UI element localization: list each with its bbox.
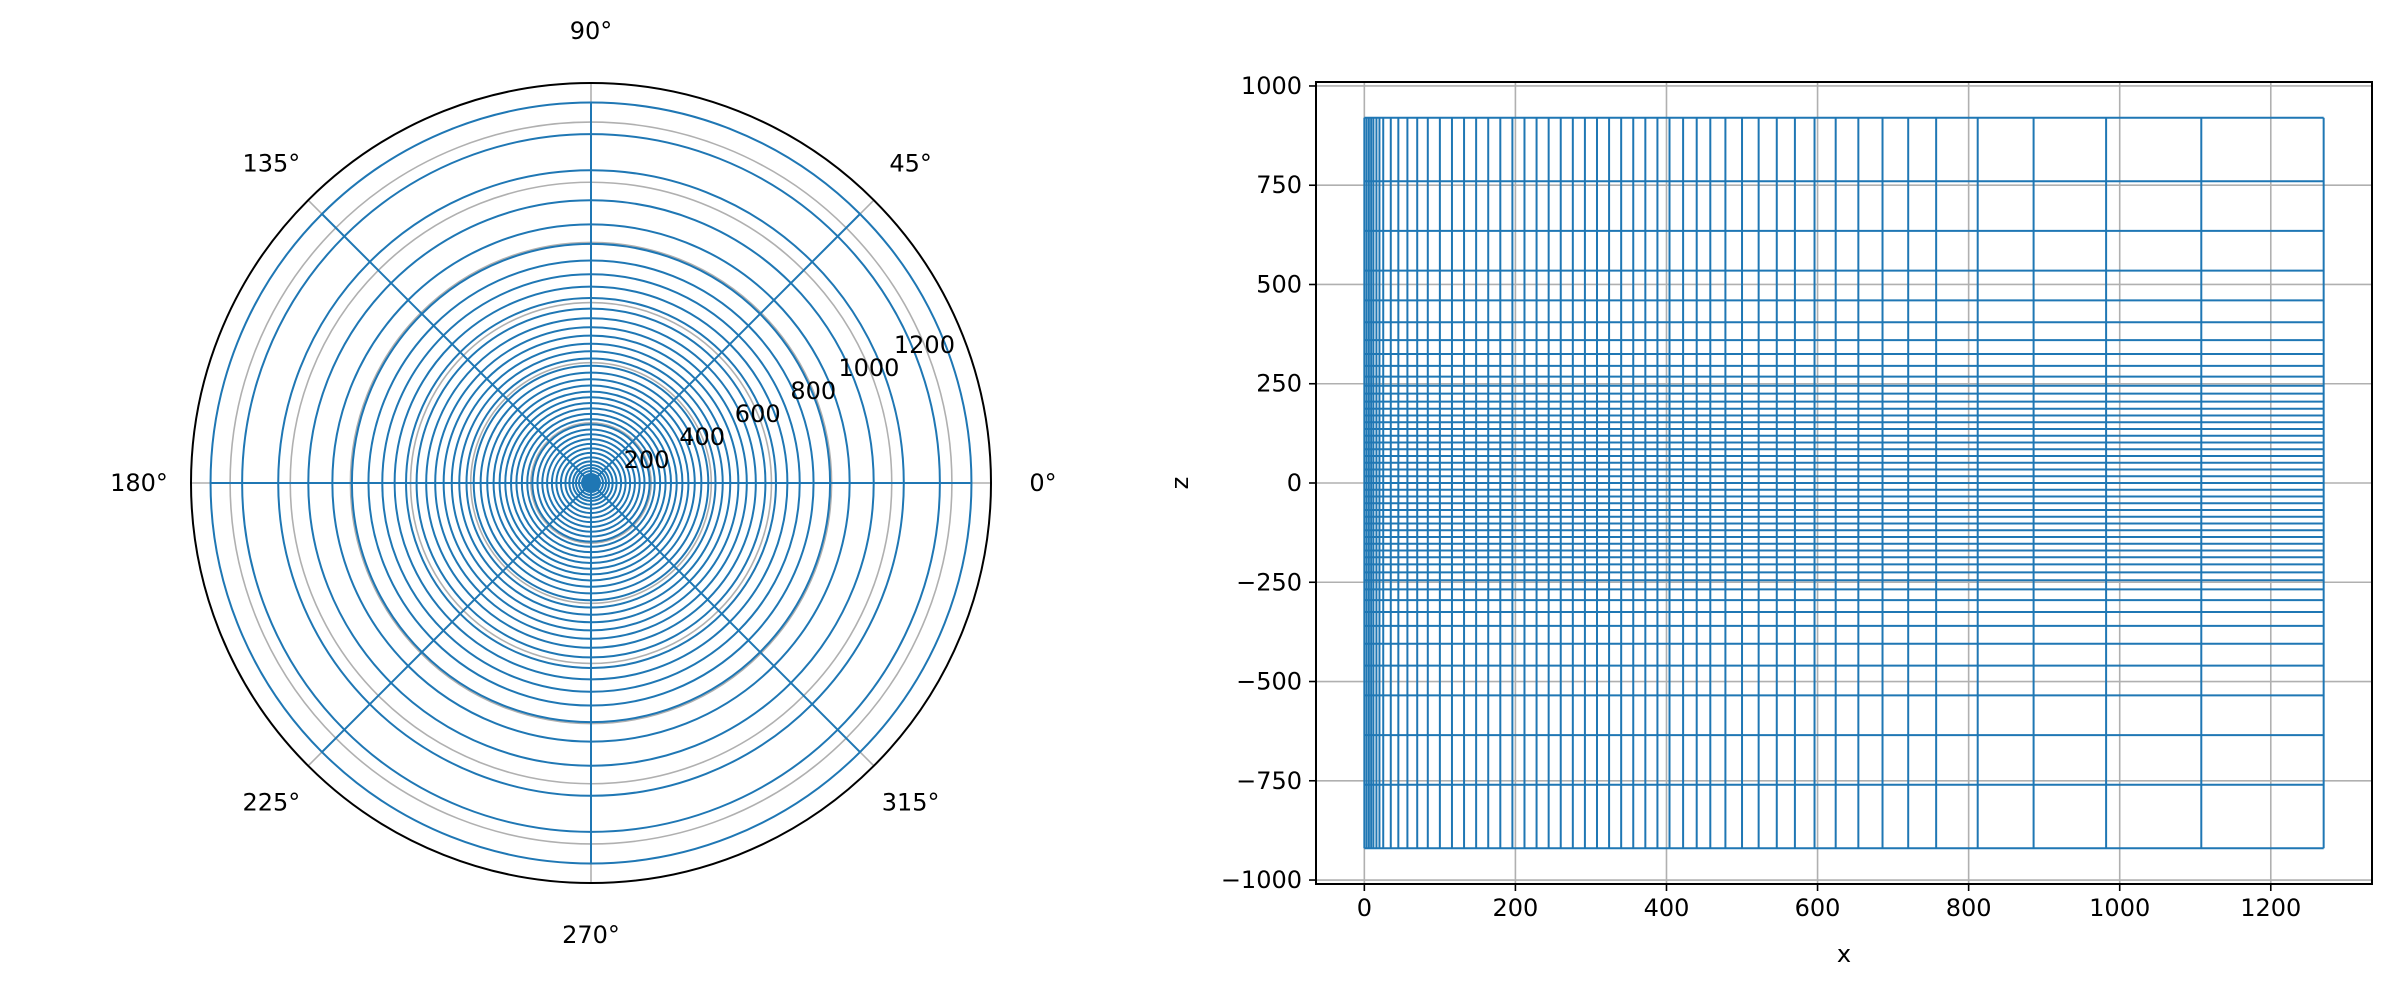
x-tick-label: 200 xyxy=(1493,894,1539,922)
radial-tick-label: 600 xyxy=(735,400,781,428)
mesh-spoke xyxy=(321,213,592,484)
radial-tick-label: 200 xyxy=(624,446,670,474)
x-tick-label: 600 xyxy=(1795,894,1841,922)
y-tick-label: 500 xyxy=(1256,270,1302,298)
y-tick-label: 250 xyxy=(1256,370,1302,398)
x-tick-label: 400 xyxy=(1644,894,1690,922)
radial-tick-label: 1000 xyxy=(838,354,899,382)
y-axis-ticks: −1000 −750 −500 −250 0 250 500 750 1000 xyxy=(1221,72,1316,894)
radial-tick-label: 1200 xyxy=(894,331,955,359)
x-tick-label: 1000 xyxy=(2089,894,2150,922)
y-tick-label: −750 xyxy=(1236,767,1302,795)
mesh-spoke xyxy=(321,482,592,753)
y-tick-label: 1000 xyxy=(1241,72,1302,100)
y-tick-label: 750 xyxy=(1256,171,1302,199)
x-axis-ticks: 0 200 400 600 800 1000 1200 xyxy=(1357,884,2301,922)
polar-angle-labels: 0° 45° 90° 135° 180° 225° 270° 315° xyxy=(110,17,1057,949)
x-tick-label: 0 xyxy=(1357,894,1372,922)
polar-chart: 0° 45° 90° 135° 180° 225° 270° 315° 200 400 600 80… xyxy=(110,17,1057,949)
mesh-lines xyxy=(1363,116,2325,850)
mesh-spoke xyxy=(590,482,861,753)
mesh-spoke xyxy=(590,213,861,484)
polar-mesh xyxy=(209,101,973,865)
angle-tick-label: 135° xyxy=(242,149,300,177)
angle-tick-label: 90° xyxy=(570,17,613,45)
polar-origin-node xyxy=(583,475,599,491)
y-tick-label: −1000 xyxy=(1221,866,1302,894)
polar-frame xyxy=(190,82,992,884)
radial-tick-label: 800 xyxy=(790,377,836,405)
angle-tick-label: 45° xyxy=(889,149,932,177)
radial-tick-label: 400 xyxy=(679,423,725,451)
angle-tick-label: 180° xyxy=(110,469,168,497)
angle-tick-label: 315° xyxy=(882,789,940,817)
mesh-chart: 0 200 400 600 800 1000 1200 −1000 −750 −500 −250 0… xyxy=(1166,72,2373,968)
angle-tick-label: 225° xyxy=(242,789,300,817)
x-tick-label: 800 xyxy=(1946,894,1992,922)
x-tick-label: 1200 xyxy=(2240,894,2301,922)
angle-tick-label: 270° xyxy=(562,921,620,949)
y-tick-label: 0 xyxy=(1287,469,1302,497)
angle-tick-label: 0° xyxy=(1029,469,1056,497)
mesh-ring xyxy=(209,101,973,865)
y-tick-label: −500 xyxy=(1236,668,1302,696)
y-tick-label: −250 xyxy=(1236,568,1302,596)
x-axis-label: x xyxy=(1837,940,1851,968)
y-axis-label: z xyxy=(1166,477,1194,490)
